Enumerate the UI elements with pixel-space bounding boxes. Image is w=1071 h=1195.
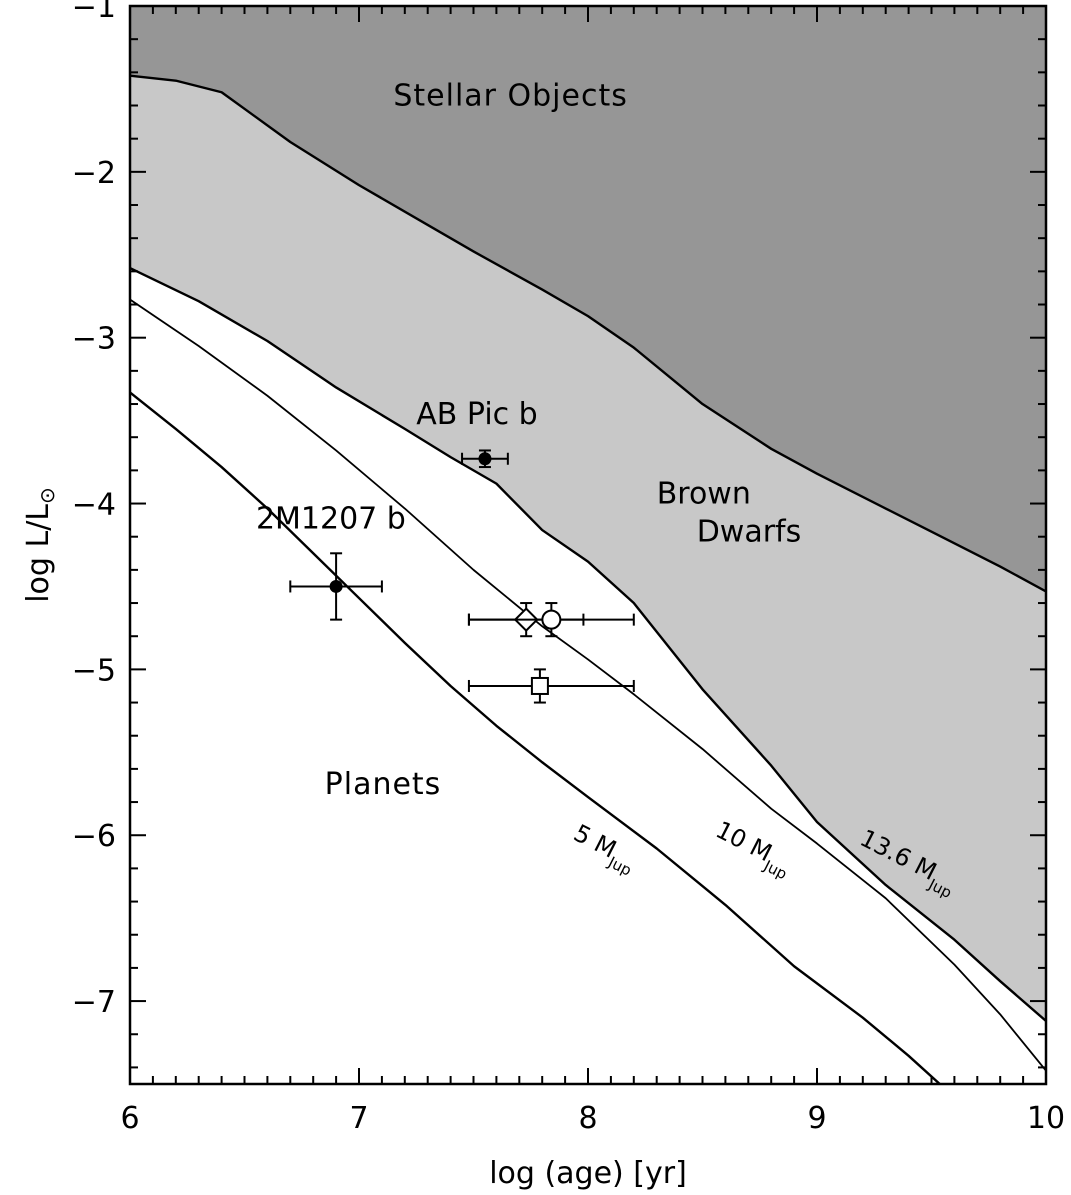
marker-open-circle <box>541 609 562 630</box>
x-tick-label: 10 <box>1027 1101 1065 1136</box>
region-label-line: Brown <box>657 477 751 512</box>
y-tick-label: −3 <box>72 322 116 357</box>
y-tick-label: −4 <box>72 488 116 523</box>
marker-filled-circle <box>478 452 492 466</box>
tick-labels: 6 7 8 9 10 −7 −6 −5 −4 −3 −2 −1 <box>72 0 1065 1136</box>
axis-ticks <box>129 5 1047 1084</box>
x-tick-label: 6 <box>120 1101 139 1136</box>
y-tick-label: −2 <box>72 156 116 191</box>
point-open-square <box>467 668 635 704</box>
x-tick-label: 8 <box>578 1101 597 1136</box>
mass-curves <box>130 74 1046 1084</box>
point-label-2m1207-b: 2M1207 b <box>256 501 406 536</box>
region-label-planets: Planets <box>325 767 442 802</box>
marker-open-square <box>530 676 549 695</box>
point-open-circle <box>467 602 635 638</box>
marker-filled-circle <box>329 579 343 593</box>
stellar-region-fill <box>130 6 1046 592</box>
sun-symbol: ⊙ <box>35 487 59 504</box>
region-fills <box>130 6 1046 1084</box>
y-tick-label: −6 <box>72 819 116 854</box>
y-axis-label: log L/L⊙ <box>21 487 59 603</box>
x-tick-label: 9 <box>807 1101 826 1136</box>
y-tick-label: −5 <box>72 653 116 688</box>
point-2m1207-b <box>289 552 383 621</box>
data-points <box>289 449 635 704</box>
mass-curve-5 <box>130 391 942 1084</box>
region-label-line: Dwarfs <box>697 515 802 550</box>
stellar-limit-curve <box>130 74 1046 593</box>
x-axis-label: log (age) [yr] <box>489 1156 687 1191</box>
point-ab-pic-b <box>461 449 509 469</box>
mass-curve-13-6 <box>130 266 1046 1022</box>
region-label-stellar-objects: Stellar Objects <box>393 79 628 114</box>
y-tick-label: −7 <box>72 985 116 1020</box>
y-axis-label-text: log L/L <box>21 504 56 603</box>
brown-dwarf-region-fill <box>130 75 1046 1021</box>
mass-curve-10 <box>130 298 1046 1072</box>
point-label-ab-pic-b: AB Pic b <box>416 397 537 432</box>
x-tick-label: 7 <box>349 1101 368 1136</box>
region-label-brown-dwarfs: Brown Dwarfs <box>657 477 802 550</box>
y-tick-label: −1 <box>72 0 116 25</box>
